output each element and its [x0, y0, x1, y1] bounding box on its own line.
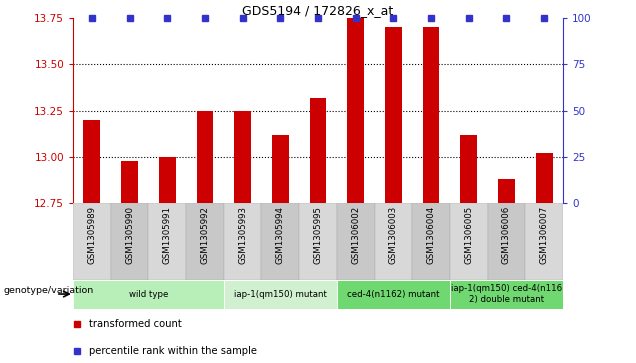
Bar — [450, 280, 563, 309]
Bar — [111, 18, 148, 203]
Bar — [261, 18, 299, 203]
Bar — [73, 280, 224, 309]
Text: iap-1(qm150) mutant: iap-1(qm150) mutant — [234, 290, 327, 298]
Bar — [412, 203, 450, 280]
Bar — [536, 153, 553, 203]
Bar — [83, 120, 100, 203]
Text: percentile rank within the sample: percentile rank within the sample — [89, 346, 257, 356]
Text: GSM1305989: GSM1305989 — [88, 205, 97, 264]
Bar — [272, 135, 289, 203]
Bar — [375, 203, 412, 280]
Text: GSM1306005: GSM1306005 — [464, 205, 473, 264]
Bar — [73, 203, 111, 280]
Bar — [121, 161, 138, 203]
Bar — [186, 18, 224, 203]
Title: GDS5194 / 172826_x_at: GDS5194 / 172826_x_at — [242, 4, 394, 17]
Bar — [498, 179, 515, 203]
Bar — [337, 18, 375, 203]
Text: GSM1305990: GSM1305990 — [125, 205, 134, 264]
Bar — [148, 203, 186, 280]
Bar — [337, 280, 450, 309]
Bar — [450, 203, 488, 280]
Text: GSM1306003: GSM1306003 — [389, 205, 398, 264]
Bar — [310, 98, 326, 203]
Text: iap-1(qm150) ced-4(n116
2) double mutant: iap-1(qm150) ced-4(n116 2) double mutant — [451, 284, 562, 304]
Bar — [224, 203, 261, 280]
Text: wild type: wild type — [129, 290, 168, 298]
Bar — [412, 18, 450, 203]
Text: GSM1306002: GSM1306002 — [351, 205, 360, 264]
Bar — [347, 18, 364, 203]
Bar — [148, 18, 186, 203]
Text: GSM1305992: GSM1305992 — [200, 205, 209, 264]
Bar — [159, 157, 176, 203]
Bar — [111, 203, 148, 280]
Bar — [525, 203, 563, 280]
Bar — [385, 28, 402, 203]
Bar — [186, 203, 224, 280]
Text: GSM1306007: GSM1306007 — [539, 205, 548, 264]
Text: GSM1305994: GSM1305994 — [276, 205, 285, 264]
Bar — [299, 18, 337, 203]
Bar — [234, 111, 251, 203]
Bar — [488, 18, 525, 203]
Text: GSM1306006: GSM1306006 — [502, 205, 511, 264]
Bar — [299, 203, 337, 280]
Text: GSM1305991: GSM1305991 — [163, 205, 172, 264]
Bar — [488, 203, 525, 280]
Text: GSM1306004: GSM1306004 — [427, 205, 436, 264]
Text: GSM1305995: GSM1305995 — [314, 205, 322, 264]
Bar — [422, 28, 439, 203]
Bar — [450, 18, 488, 203]
Bar — [375, 18, 412, 203]
Bar — [73, 18, 111, 203]
Bar — [224, 280, 337, 309]
Bar — [460, 135, 477, 203]
Bar — [525, 18, 563, 203]
Text: ced-4(n1162) mutant: ced-4(n1162) mutant — [347, 290, 439, 298]
Text: GSM1305993: GSM1305993 — [238, 205, 247, 264]
Bar — [261, 203, 299, 280]
Bar — [197, 111, 214, 203]
Text: genotype/variation: genotype/variation — [3, 286, 93, 295]
Bar — [337, 203, 375, 280]
Text: transformed count: transformed count — [89, 319, 182, 329]
Bar — [224, 18, 261, 203]
